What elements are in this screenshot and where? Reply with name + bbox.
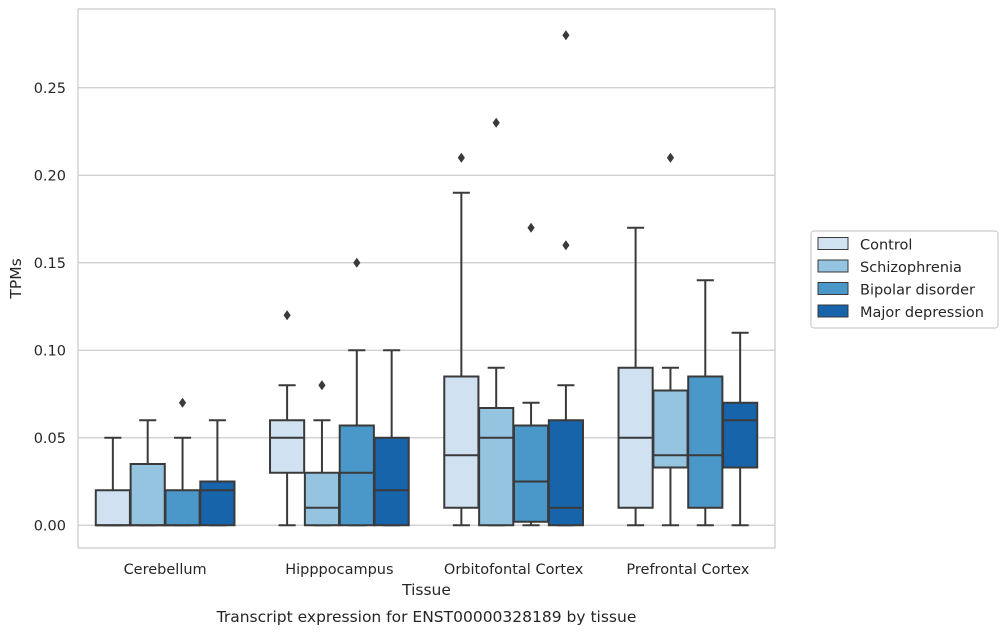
box-control xyxy=(269,310,306,527)
y-tick-label: 0.10 xyxy=(34,343,66,359)
outlier-point xyxy=(562,240,570,251)
box-control xyxy=(94,436,131,527)
box-body xyxy=(164,489,201,527)
box-body xyxy=(512,424,550,523)
x-tick-label: Cerebellum xyxy=(124,562,207,578)
outlier-point xyxy=(283,310,291,321)
legend-swatch xyxy=(817,282,849,295)
box-bipolar-disorder xyxy=(512,222,550,527)
outlier-point xyxy=(527,222,535,233)
box-body xyxy=(443,375,480,509)
x-axis-title: Tissue xyxy=(401,581,451,599)
box-body xyxy=(373,436,410,527)
legend-label: Control xyxy=(860,238,912,254)
legend-swatch xyxy=(817,237,849,250)
figure-caption: Transcript expression for ENST0000032818… xyxy=(216,608,637,626)
y-axis-title: TPMs xyxy=(7,258,25,299)
box-major-depression xyxy=(722,331,759,527)
outlier-point xyxy=(562,30,570,41)
box-body xyxy=(722,401,759,469)
box-bipolar-disorder xyxy=(338,257,375,527)
legend-frame xyxy=(810,230,999,329)
y-tick-label: 0.20 xyxy=(34,168,66,184)
box-schizophrenia xyxy=(303,380,341,527)
box-body xyxy=(303,471,341,527)
box-body xyxy=(338,424,375,527)
box-body xyxy=(129,463,166,527)
box-schizophrenia xyxy=(129,419,166,527)
legend-swatch xyxy=(817,304,849,318)
legend: Control Schizophrenia Bipolar disorder Majo… xyxy=(810,230,999,329)
box-body xyxy=(547,419,584,527)
box-major-depression xyxy=(547,30,584,527)
box-control xyxy=(443,152,480,527)
legend-swatch xyxy=(817,259,849,273)
legend-label: Schizophrenia xyxy=(860,260,962,276)
y-tick-label: 0.05 xyxy=(34,431,66,447)
box-schizophrenia xyxy=(652,152,689,527)
y-tick-label: 0.25 xyxy=(34,81,66,97)
outlier-point xyxy=(457,152,465,163)
y-tick-label: 0.00 xyxy=(34,518,66,534)
x-tick-label: Prefrontal Cortex xyxy=(626,562,749,578)
box-body xyxy=(269,419,306,474)
box-body xyxy=(687,375,724,509)
box-body xyxy=(199,480,236,527)
outlier-point xyxy=(353,257,361,268)
outlier-point xyxy=(666,152,675,163)
y-tick-label: 0.15 xyxy=(34,256,66,272)
legend-label: Bipolar disorder xyxy=(860,283,975,299)
outlier-point xyxy=(492,117,500,128)
box-bipolar-disorder xyxy=(687,279,724,527)
x-tick-label: Hipppocampus xyxy=(285,562,393,578)
outlier-point xyxy=(318,380,326,391)
box-major-depression xyxy=(199,419,236,527)
box-body xyxy=(94,489,131,527)
legend-label: Major depression xyxy=(860,305,984,321)
box-control xyxy=(617,226,654,527)
outlier-point xyxy=(178,397,187,408)
box-body xyxy=(478,407,515,527)
plot-frame xyxy=(77,8,776,549)
boxes xyxy=(94,30,759,527)
box-bipolar-disorder xyxy=(164,397,201,527)
x-tick-labels: Cerebellum Hipppocampus Orbitofontal Corte… xyxy=(124,562,750,578)
y-tick-labels: 0.00 0.05 0.10 0.15 0.20 0.25 xyxy=(34,81,66,535)
x-tick-label: Orbitofontal Cortex xyxy=(444,562,584,578)
box-major-depression xyxy=(373,349,410,527)
